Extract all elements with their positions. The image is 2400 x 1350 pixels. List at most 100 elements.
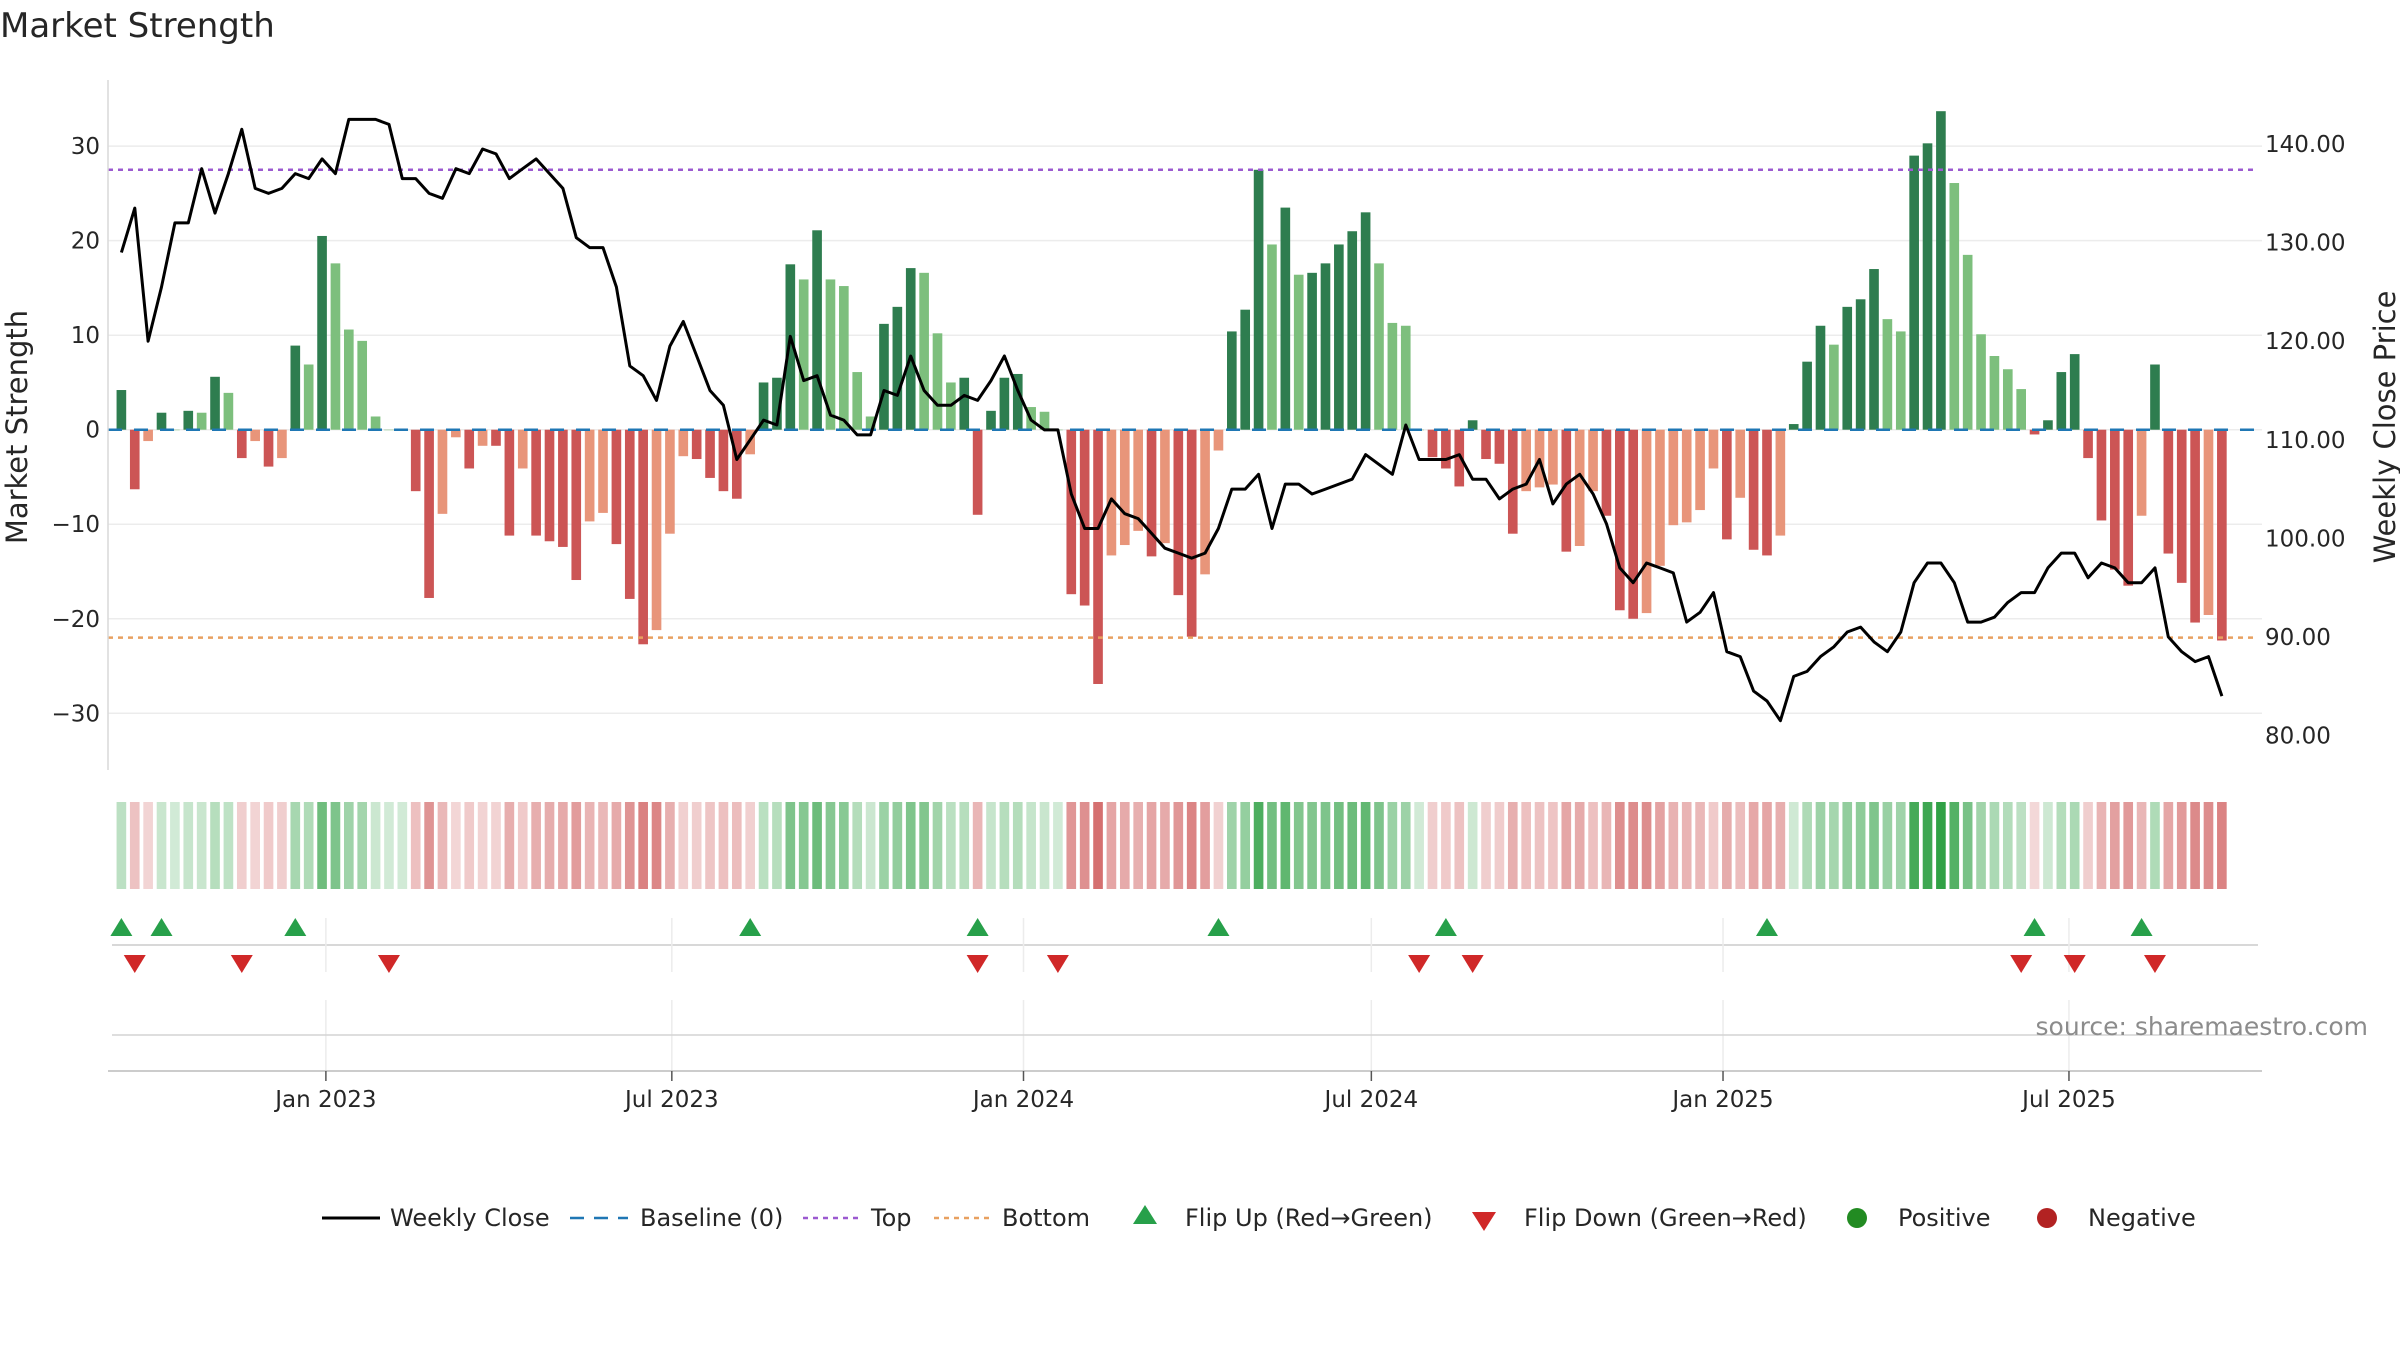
heat-cell <box>959 802 970 889</box>
strength-bar <box>2043 420 2053 430</box>
heat-cell <box>330 802 341 889</box>
flip-down-marker <box>1046 955 1069 973</box>
strength-bar <box>1561 429 1572 552</box>
flip-up-marker <box>1207 918 1230 936</box>
flip-down-marker <box>123 955 146 973</box>
legend-swatch-positive <box>1847 1208 1867 1228</box>
source-credit: source: sharemaestro.com <box>2036 1012 2369 1041</box>
heat-cell <box>932 802 943 889</box>
y-tick-label: −10 <box>51 512 100 538</box>
strength-bar <box>344 329 354 430</box>
strength-bar <box>1762 429 1772 556</box>
legend-item: Baseline (0) <box>570 1204 783 1232</box>
heat-cell <box>1347 802 1358 889</box>
strength-bar <box>1374 263 1384 430</box>
heat-cell <box>2176 802 2187 889</box>
heat-cell <box>1494 802 1505 889</box>
heat-cell <box>2190 802 2200 889</box>
heat-cell <box>2203 802 2214 889</box>
strength-bar <box>236 429 247 459</box>
heat-cell <box>1374 802 1384 889</box>
flip-down-marker <box>1461 955 1484 973</box>
flip-down-marker <box>1408 955 1431 973</box>
heat-cell <box>464 802 475 889</box>
heat-cell <box>798 802 809 889</box>
heat-cell <box>731 802 742 889</box>
heat-cell <box>598 802 608 889</box>
strength-bar <box>1093 429 1103 684</box>
strength-bar <box>1307 272 1317 430</box>
reference-lines <box>108 168 2258 639</box>
heat-cell <box>156 802 167 889</box>
y2-tick-label: 80.00 <box>2265 724 2331 750</box>
strength-bar <box>1922 143 1933 430</box>
strength-bar <box>571 429 582 581</box>
strength-bar <box>1066 429 1077 595</box>
strength-bar <box>1253 169 1264 430</box>
heat-cell <box>705 802 715 889</box>
strength-bar <box>1681 429 1692 523</box>
heat-cell <box>2083 802 2093 889</box>
heat-cell <box>1307 802 1317 889</box>
heat-cell <box>1053 802 1063 889</box>
heat-cell <box>1253 802 1264 889</box>
heat-cell <box>2110 802 2120 889</box>
heat-cell <box>236 802 247 889</box>
heat-cell <box>1106 802 1117 889</box>
strength-bar <box>2096 429 2107 521</box>
flip-up-marker <box>150 918 173 936</box>
flip-down-marker <box>2063 955 2086 973</box>
heat-cell <box>1400 802 1411 889</box>
strength-bar <box>196 412 207 430</box>
strength-bar <box>303 364 314 430</box>
heat-cell <box>1173 802 1184 889</box>
flip-up-marker <box>1755 918 1778 936</box>
strength-bar <box>1668 429 1679 526</box>
strength-bar <box>2056 372 2067 430</box>
strength-bar <box>1641 429 1652 614</box>
heat-cell <box>865 802 876 889</box>
strength-bar <box>1882 319 1893 430</box>
heat-cell <box>1079 802 1090 889</box>
flip-up-marker <box>1434 918 1457 936</box>
strength-bar <box>651 429 662 631</box>
strength-bar <box>384 429 394 431</box>
strength-bar <box>1909 155 1919 430</box>
y2-tick-label: 140.00 <box>2265 132 2345 158</box>
heat-cell <box>210 802 220 889</box>
heat-cell <box>1387 802 1398 889</box>
strength-bar <box>825 279 836 430</box>
heat-cell <box>290 802 301 889</box>
strength-bar <box>1360 212 1371 430</box>
heat-cell <box>451 802 461 889</box>
heat-cell <box>986 802 996 889</box>
heat-cell <box>1855 802 1866 889</box>
heat-cell <box>1909 802 1919 889</box>
heat-cell <box>2150 802 2160 889</box>
strength-bar <box>1989 356 2000 430</box>
heat-cell <box>2096 802 2107 889</box>
heat-cell <box>624 802 635 889</box>
heat-cell <box>1962 802 1973 889</box>
strength-bar <box>718 429 729 492</box>
strength-bar <box>2069 354 2080 430</box>
flip-markers <box>110 918 2258 973</box>
legend-label: Bottom <box>1002 1204 1090 1232</box>
heat-cell <box>571 802 582 889</box>
heat-cell <box>852 802 863 889</box>
strength-bar <box>1574 429 1585 546</box>
strength-bar <box>731 429 742 499</box>
heat-cell <box>517 802 528 889</box>
heat-cell <box>116 802 127 889</box>
heat-cell <box>2016 802 2026 889</box>
flip-up-marker <box>284 918 307 936</box>
heat-cell <box>1815 802 1826 889</box>
heat-cell <box>905 802 916 889</box>
strength-bar <box>1293 274 1304 430</box>
x-tick-label: Jul 2023 <box>623 1087 719 1113</box>
heat-cell <box>277 802 287 889</box>
strength-bar <box>1775 429 1786 536</box>
strength-bar <box>330 263 341 430</box>
y-axis-label: Market Strength <box>0 310 34 544</box>
heat-cell <box>1012 802 1023 889</box>
